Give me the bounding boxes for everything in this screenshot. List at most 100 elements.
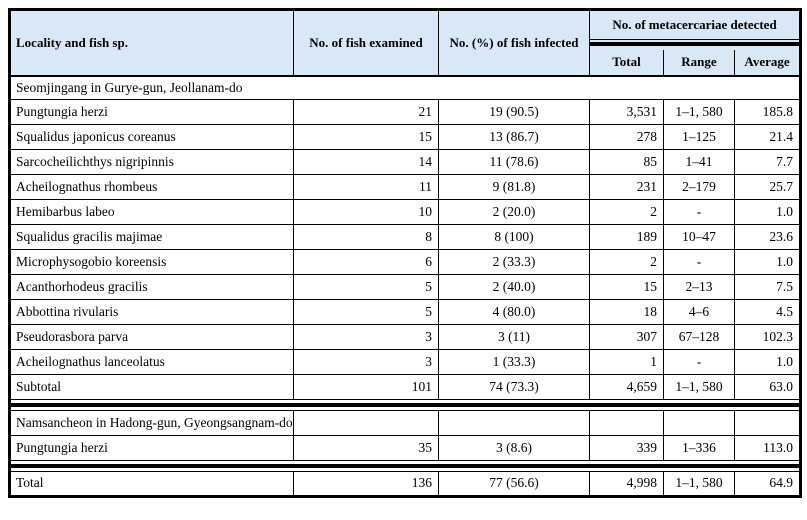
range-cell: 4–6 — [663, 298, 735, 325]
table-row: Abbottina rivularis 5 4 (80.0) 18 4–6 4.5 — [9, 298, 802, 325]
range-cell: 1–41 — [663, 148, 735, 175]
col-header-locality: Locality and fish sp. — [9, 9, 294, 77]
total-cell: 278 — [589, 123, 664, 150]
examined-cell: 136 — [293, 470, 439, 497]
empty-cell — [733, 409, 802, 436]
infected-cell: 19 (90.5) — [438, 98, 590, 125]
total-cell: 4,659 — [589, 373, 664, 400]
average-cell: 1.0 — [733, 248, 802, 275]
table-row: Pungtungia herzi 21 19 (90.5) 3,531 1–1, 580… — [9, 98, 802, 125]
table-row: Hemibarbus labeo 10 2 (20.0) 2-1.0 — [9, 198, 802, 225]
empty-cell — [663, 409, 735, 436]
total-cell: 231 — [589, 173, 664, 200]
infected-cell: 9 (81.8) — [438, 173, 590, 200]
fish-name-cell: Squalidus gracilis majimae — [9, 223, 294, 250]
examined-cell: 3 — [293, 323, 439, 350]
range-cell: 67–128 — [663, 323, 735, 350]
average-cell: 25.7 — [733, 173, 802, 200]
section-title-cell: Seomjingang in Gurye-gun, Jeollanam-do — [8, 75, 802, 100]
empty-cell — [438, 409, 590, 436]
double-line — [590, 42, 800, 47]
range-cell: 10–47 — [663, 223, 735, 250]
empty-cell — [589, 409, 664, 436]
infected-cell: 3 (11) — [438, 323, 590, 350]
table-row: Squalidus japonicus coreanus 15 13 (86.7) 2… — [9, 123, 802, 150]
examined-cell: 35 — [293, 434, 439, 461]
examined-cell: 21 — [293, 98, 439, 125]
header-row-top: Locality and fish sp. No. of fish examin… — [9, 9, 802, 77]
average-cell: 23.6 — [733, 223, 802, 250]
infected-cell: 77 (56.6) — [438, 470, 590, 497]
table-row: Squalidus gracilis majimae 8 8 (100) 189 10–… — [9, 223, 802, 250]
table-row: Acheilognathus rhombeus 11 9 (81.8) 231 2–17… — [9, 173, 802, 200]
fish-name-cell: Pungtungia herzi — [9, 434, 294, 461]
fish-name-cell: Sarcocheilichthys nigripinnis — [9, 148, 294, 175]
examined-cell: 14 — [293, 148, 439, 175]
examined-cell: 11 — [293, 173, 439, 200]
infected-cell: 4 (80.0) — [438, 298, 590, 325]
total-cell: 307 — [589, 323, 664, 350]
table-row: Subtotal 101 74 (73.3) 4,659 1–1, 580 63.0 — [9, 373, 802, 400]
range-cell: 2–13 — [663, 273, 735, 300]
range-cell: 2–179 — [663, 173, 735, 200]
double-line-separator-cell — [8, 398, 802, 411]
examined-cell: 6 — [293, 248, 439, 275]
average-cell: 7.7 — [733, 148, 802, 175]
average-cell: 4.5 — [733, 298, 802, 325]
examined-cell: 3 — [293, 348, 439, 375]
total-cell: 2 — [589, 248, 664, 275]
total-cell: 189 — [589, 223, 664, 250]
table-row: Total 136 77 (56.6) 4,998 1–1, 580 64.9 — [9, 470, 802, 497]
col-header-range: Range — [663, 49, 735, 77]
fish-name-cell: Squalidus japonicus coreanus — [9, 123, 294, 150]
range-cell: 1–336 — [663, 434, 735, 461]
total-cell: 85 — [589, 148, 664, 175]
metacercariae-table: Locality and fish sp. No. of fish examin… — [8, 8, 803, 498]
range-cell: 1–1, 580 — [663, 373, 735, 400]
fish-name-cell: Microphysogobio koreensis — [9, 248, 294, 275]
range-cell: - — [663, 348, 735, 375]
average-cell: 102.3 — [733, 323, 802, 350]
average-cell: 7.5 — [733, 273, 802, 300]
infected-cell: 11 (78.6) — [438, 148, 590, 175]
table-row: Sarcocheilichthys nigripinnis 14 11 (78.6)… — [9, 148, 802, 175]
range-cell: 1–1, 580 — [663, 98, 735, 125]
double-line — [11, 463, 800, 468]
infected-cell: 1 (33.3) — [438, 348, 590, 375]
total-cell: 15 — [589, 273, 664, 300]
section-title-row: Namsancheon in Hadong-gun, Gyeongsangnam… — [9, 409, 802, 436]
infected-cell: 13 (86.7) — [438, 123, 590, 150]
table-header: Locality and fish sp. No. of fish examin… — [9, 9, 802, 77]
average-cell: 21.4 — [733, 123, 802, 150]
range-cell: 1–1, 580 — [663, 470, 735, 497]
examined-cell: 10 — [293, 198, 439, 225]
range-cell: - — [663, 198, 735, 225]
section-title-row: Seomjingang in Gurye-gun, Jeollanam-do — [8, 75, 802, 100]
infected-cell: 8 (100) — [438, 223, 590, 250]
range-cell: - — [663, 248, 735, 275]
col-header-examined: No. of fish examined — [293, 9, 439, 77]
section-separator-row — [8, 398, 802, 411]
table-row: Acanthorhodeus gracilis 5 2 (40.0) 15 2–13 7.… — [9, 273, 802, 300]
average-cell: 63.0 — [733, 373, 802, 400]
table-row: Pseudorasbora parva 3 3 (11) 307 67–128 102.3 — [9, 323, 802, 350]
infected-cell: 2 (40.0) — [438, 273, 590, 300]
section-title-cell: Namsancheon in Hadong-gun, Gyeongsangnam… — [9, 409, 294, 436]
examined-cell: 5 — [293, 298, 439, 325]
fish-name-cell: Total — [9, 470, 294, 497]
double-line-separator-cell — [8, 459, 802, 472]
table-row: Pungtungia herzi 35 3 (8.6) 339 1–336 113.0 — [9, 434, 802, 461]
double-line — [11, 402, 800, 407]
fish-name-cell: Acheilognathus rhombeus — [9, 173, 294, 200]
table-body: Seomjingang in Gurye-gun, Jeollanam-do Pu… — [8, 75, 802, 497]
fish-name-cell: Abbottina rivularis — [9, 298, 294, 325]
header-separator-row — [10, 39, 802, 50]
infected-cell: 2 (20.0) — [438, 198, 590, 225]
fish-name-cell: Pungtungia herzi — [9, 98, 294, 125]
col-header-infected: No. (%) of fish infected — [438, 9, 590, 77]
fish-name-cell: Acheilognathus lanceolatus — [9, 348, 294, 375]
fish-name-cell: Hemibarbus labeo — [9, 198, 294, 225]
empty-cell — [293, 409, 439, 436]
table-row: Microphysogobio koreensis 6 2 (33.3) 2-1.0 — [9, 248, 802, 275]
